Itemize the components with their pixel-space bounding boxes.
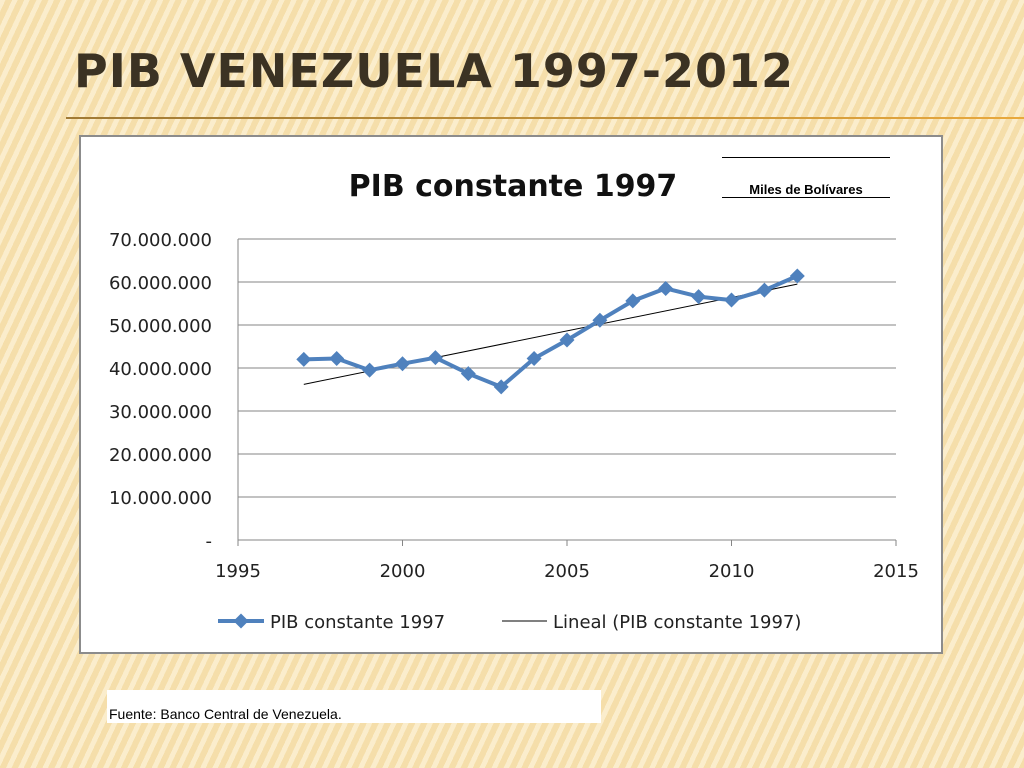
data-point-marker	[756, 282, 772, 298]
data-point-marker	[691, 289, 707, 305]
data-point-marker	[427, 350, 443, 366]
title-underline	[66, 117, 1024, 119]
legend-series-marker	[233, 613, 249, 629]
data-point-marker	[362, 362, 378, 378]
data-point-marker	[460, 366, 476, 382]
axes: - 10.000.000 20.000.000 30.000.000 40.000.00…	[109, 230, 919, 582]
y-tick-label: -	[206, 531, 213, 552]
data-point-marker	[592, 312, 608, 328]
data-point-marker	[625, 293, 641, 309]
data-point-marker	[724, 292, 739, 308]
unit-note-box: Miles de Bolívares	[722, 157, 890, 198]
y-tick-label: 40.000.000	[109, 359, 212, 380]
data-point-marker	[395, 356, 410, 372]
source-note: Fuente: Banco Central de Venezuela.	[109, 706, 342, 722]
y-tick-label: 70.000.000	[109, 230, 212, 251]
legend-trendline-label: Lineal (PIB constante 1997)	[553, 612, 801, 633]
data-point-marker	[789, 268, 805, 284]
y-tick-label: 60.000.000	[109, 273, 212, 294]
series-group	[296, 268, 805, 395]
legend: PIB constante 1997 Lineal (PIB constante …	[218, 612, 801, 633]
data-point-marker	[493, 379, 509, 395]
data-point-marker	[329, 351, 345, 367]
source-box: Fuente: Banco Central de Venezuela.	[107, 690, 601, 723]
x-tick-label: 2000	[380, 561, 426, 582]
x-tick-label: 2010	[709, 561, 755, 582]
gridlines	[238, 238, 896, 498]
unit-note: Miles de Bolívares	[749, 182, 863, 197]
y-tick-label: 30.000.000	[109, 402, 212, 423]
chart-container: PIB constante 1997 - 10.000.000 20.000.000…	[79, 135, 943, 654]
y-tick-label: 10.000.000	[109, 488, 212, 509]
chart-title: PIB constante 1997	[349, 169, 678, 204]
x-tick-label: 2015	[873, 561, 919, 582]
data-point-marker	[526, 351, 542, 367]
chart-svg: PIB constante 1997 - 10.000.000 20.000.000…	[109, 169, 919, 633]
data-point-marker	[559, 332, 575, 348]
data-point-marker	[658, 280, 674, 296]
data-point-marker	[296, 351, 312, 367]
y-tick-label: 20.000.000	[109, 445, 212, 466]
slide-title: PIB VENEZUELA 1997-2012	[74, 44, 795, 98]
series-line	[303, 274, 799, 389]
x-tick-label: 1995	[215, 561, 261, 582]
legend-series-label: PIB constante 1997	[270, 612, 445, 633]
y-tick-label: 50.000.000	[109, 316, 212, 337]
x-tick-label: 2005	[544, 561, 590, 582]
